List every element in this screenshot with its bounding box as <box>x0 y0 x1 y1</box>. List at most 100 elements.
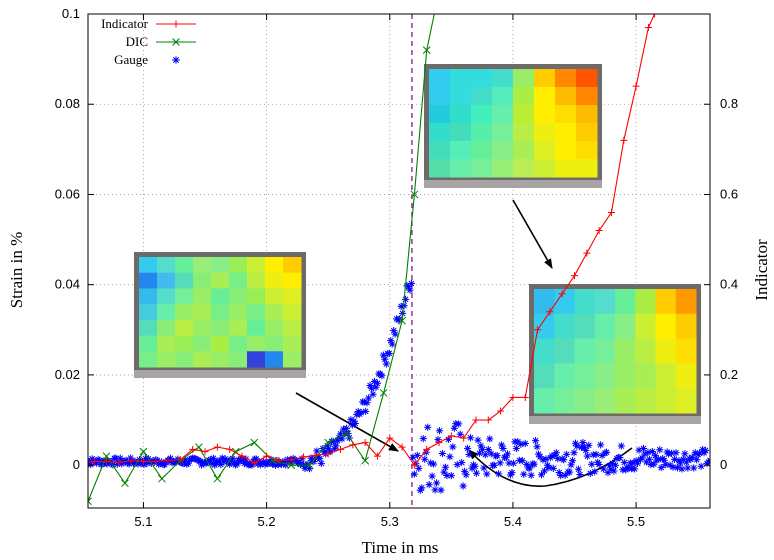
inset-cell <box>534 289 555 315</box>
inset-cell <box>193 272 212 289</box>
inset-cell <box>157 351 176 368</box>
inset-cell <box>492 105 514 124</box>
inset-cell <box>157 257 176 274</box>
point-marker <box>644 24 652 32</box>
inset-cell <box>265 319 284 337</box>
point-marker <box>591 468 599 476</box>
inset-cell <box>193 257 212 274</box>
inset-cell <box>139 288 158 305</box>
point-marker <box>238 452 246 460</box>
point-marker <box>678 465 686 473</box>
point-marker <box>512 444 520 452</box>
point-marker <box>437 486 445 494</box>
inset-cell <box>247 288 266 305</box>
point-marker <box>605 462 614 470</box>
inset-cell <box>554 338 575 364</box>
legend-label-dic: DIC <box>126 34 148 49</box>
point-marker <box>391 330 399 338</box>
point-marker <box>206 456 215 464</box>
point-marker <box>265 459 274 467</box>
series-indicator <box>88 14 659 469</box>
point-marker <box>607 209 615 217</box>
inset-cell <box>139 272 158 289</box>
point-marker <box>478 445 486 454</box>
inset-cell <box>615 388 636 414</box>
point-marker <box>697 462 705 470</box>
point-marker <box>416 486 424 494</box>
inset-cell <box>534 105 556 124</box>
point-marker <box>419 435 427 443</box>
point-marker <box>367 384 376 392</box>
inset-cell <box>429 123 451 142</box>
point-marker <box>468 464 476 472</box>
point-marker <box>102 452 111 460</box>
inset-cell <box>555 69 577 88</box>
point-marker <box>424 423 432 431</box>
point-marker <box>523 460 531 468</box>
inset-cell <box>655 363 677 389</box>
point-marker <box>88 460 95 469</box>
inset-cell <box>229 319 248 337</box>
inset-cell <box>157 272 176 289</box>
point-marker <box>195 456 203 465</box>
point-marker <box>409 453 417 461</box>
inset-cell <box>513 87 535 106</box>
point-marker <box>534 450 543 458</box>
inset-cell <box>247 272 266 289</box>
point-marker <box>449 443 457 451</box>
y-tick-label: 0.08 <box>55 96 80 111</box>
point-marker <box>316 455 324 463</box>
point-marker <box>682 458 690 466</box>
y-tick-label: 0.02 <box>55 367 80 382</box>
inset-cell <box>655 388 677 414</box>
point-marker <box>497 441 506 449</box>
point-marker <box>568 457 577 465</box>
point-marker <box>588 460 596 468</box>
inset-cell <box>157 319 176 337</box>
point-marker <box>336 430 345 438</box>
point-marker <box>570 449 578 457</box>
y-axis-label: Strain in % <box>7 232 26 309</box>
point-marker <box>211 461 219 469</box>
point-marker <box>226 460 234 468</box>
point-marker <box>665 450 673 458</box>
inset-cell <box>247 319 266 337</box>
point-marker <box>483 470 491 478</box>
inset-cell <box>594 313 616 340</box>
inset-cell <box>513 159 535 178</box>
point-marker <box>342 424 351 432</box>
point-marker <box>571 272 579 280</box>
point-marker <box>520 470 528 478</box>
point-marker <box>583 452 591 460</box>
point-marker <box>127 457 135 465</box>
point-marker <box>385 349 393 357</box>
inset-cell <box>139 335 158 352</box>
point-marker <box>435 427 444 435</box>
point-marker <box>263 452 271 460</box>
point-marker <box>313 447 321 455</box>
point-marker <box>277 460 285 468</box>
point-marker <box>644 448 652 457</box>
point-marker <box>415 464 423 472</box>
inset-cell <box>554 363 575 389</box>
inset-cell <box>471 123 493 142</box>
inset-cell <box>576 141 598 160</box>
inset-cell <box>576 159 598 178</box>
arrow-right-inset <box>468 447 633 487</box>
inset-cell <box>534 159 556 178</box>
point-marker <box>444 435 452 443</box>
point-marker <box>255 457 263 466</box>
inset-cell <box>139 319 158 337</box>
point-marker <box>90 458 98 466</box>
point-marker <box>472 416 480 424</box>
point-marker <box>551 451 559 459</box>
point-marker <box>650 460 658 468</box>
point-marker <box>681 450 689 458</box>
point-marker <box>325 445 333 453</box>
point-marker <box>369 390 377 398</box>
inset-cell <box>615 363 636 389</box>
point-marker <box>363 399 371 407</box>
point-marker <box>518 457 526 465</box>
y-tick-label: 0.06 <box>55 186 80 201</box>
inset-top <box>424 64 602 188</box>
